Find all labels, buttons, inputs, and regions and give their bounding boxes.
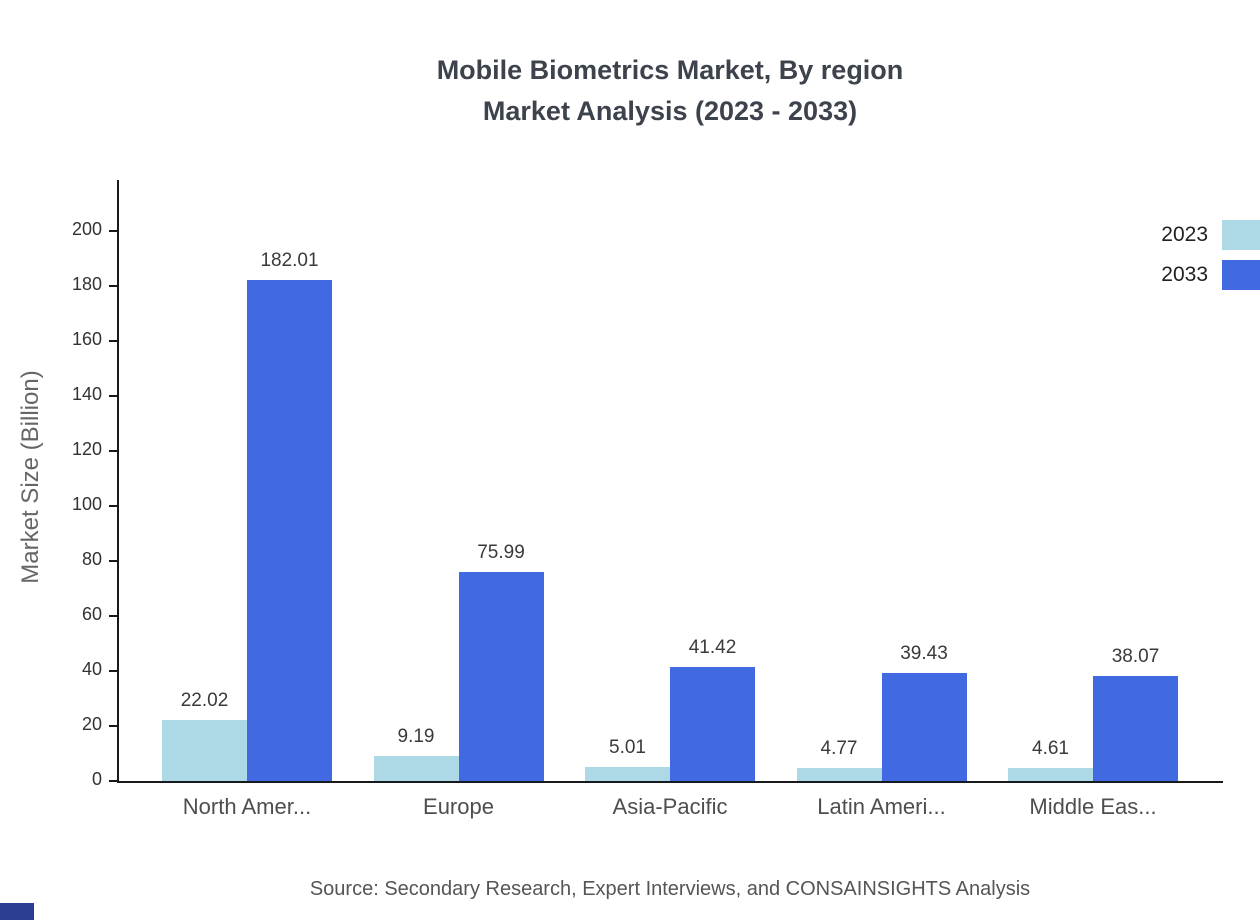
y-tick-mark (109, 450, 117, 452)
bar-2023-asia-pacific (585, 767, 670, 781)
y-tick-label: 60 (81, 604, 102, 624)
y-tick-label: 20 (81, 714, 102, 734)
y-tick-label: 120 (71, 439, 102, 459)
y-tick-label: 200 (71, 219, 102, 239)
y-tick-mark (109, 285, 117, 287)
bar-2033-middle-eas (1093, 676, 1178, 781)
y-tick-label: 0 (91, 769, 102, 789)
y-tick-mark (109, 395, 117, 397)
x-axis (117, 781, 1223, 783)
value-label: 4.61 (1032, 738, 1069, 760)
legend-swatch (1222, 260, 1260, 290)
x-axis-label-latin-ameri: Latin Ameri... (817, 794, 946, 819)
chart-title-line2: Market Analysis (2023 - 2033) (482, 96, 858, 126)
x-axis-label-north-amer: North Amer... (182, 794, 312, 819)
y-tick-label: 40 (81, 659, 102, 679)
bar-2023-middle-eas (1008, 768, 1093, 781)
y-tick-mark (109, 725, 117, 727)
y-tick-mark (109, 615, 117, 617)
value-label: 38.07 (1111, 646, 1160, 668)
x-axis-label-asia-pacific: Asia-Pacific (612, 794, 728, 819)
y-tick-label: 160 (71, 329, 102, 349)
y-tick-label: 180 (71, 274, 102, 294)
value-label: 9.19 (397, 725, 435, 747)
bar-2033-europe (458, 572, 544, 781)
legend-item-2023: 2023 (1161, 220, 1260, 250)
value-label: 22.02 (180, 690, 229, 712)
value-label: 41.42 (688, 637, 737, 659)
y-tick-mark (109, 505, 117, 507)
value-label: 5.01 (609, 737, 646, 759)
legend-label: 2023 (1161, 223, 1208, 246)
bar-2033-latin-ameri (881, 672, 967, 781)
y-tick-mark (109, 340, 117, 342)
chart-title: Mobile Biometrics Market, By region Mark… (80, 50, 1260, 132)
source-note: Source: Secondary Research, Expert Inter… (309, 878, 1031, 900)
y-tick-mark (109, 780, 117, 782)
y-tick-mark (109, 670, 117, 672)
chart-title-line1: Mobile Biometrics Market, By region (436, 55, 904, 85)
legend-label: 2033 (1161, 263, 1208, 286)
bar-2033-north-amer (247, 280, 332, 781)
legend: 2023 2033 (1161, 220, 1260, 300)
y-tick-mark (109, 230, 117, 232)
legend-swatch (1222, 220, 1260, 250)
y-tick-label: 80 (81, 549, 102, 569)
y-tick-label: 140 (71, 384, 102, 404)
value-label: 4.77 (820, 737, 858, 759)
y-tick-mark (109, 560, 117, 562)
x-axis-label-europe: Europe (423, 794, 494, 819)
corner-accent (0, 903, 34, 920)
value-label: 75.99 (477, 542, 525, 564)
bar-2023-north-amer (162, 720, 247, 781)
value-label: 182.01 (260, 250, 319, 272)
y-tick-label: 100 (71, 494, 102, 514)
y-axis (117, 180, 119, 783)
value-label: 39.43 (900, 642, 948, 664)
bar-2023-latin-ameri (796, 767, 882, 781)
legend-item-2033: 2033 (1161, 260, 1260, 290)
x-axis-label-middle-eas: Middle Eas... (1029, 794, 1157, 819)
bar-2023-europe (373, 755, 459, 781)
bar-2033-asia-pacific (670, 667, 755, 781)
